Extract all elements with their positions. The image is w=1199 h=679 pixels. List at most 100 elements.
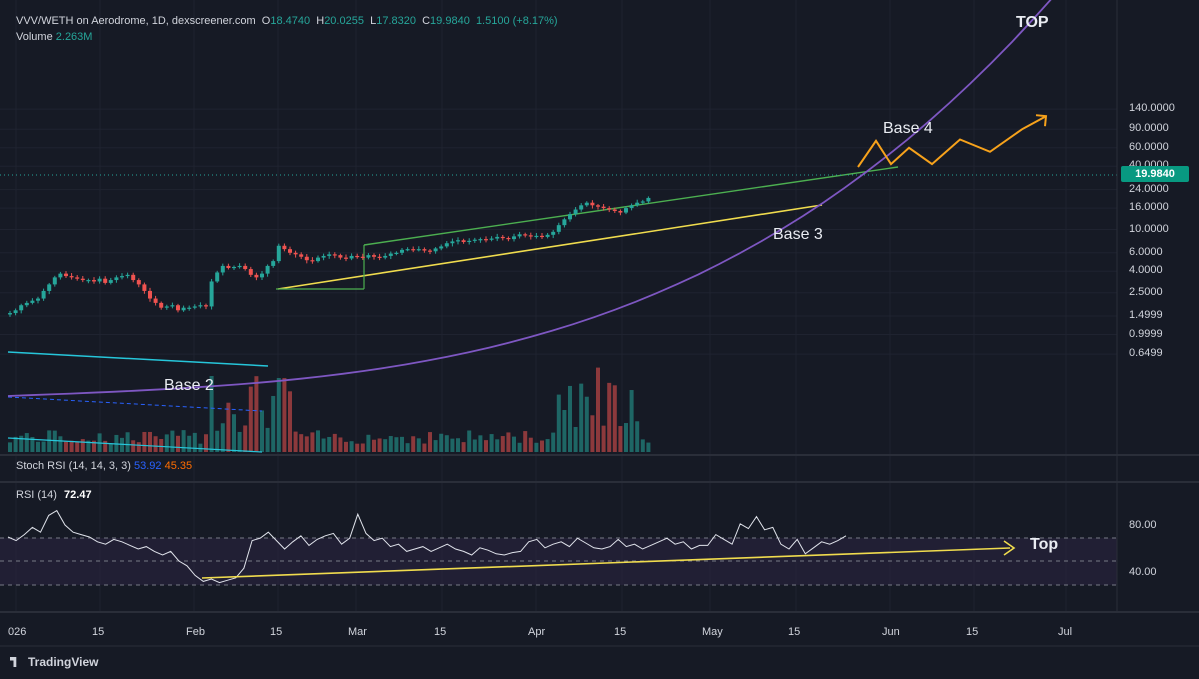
volume-bar	[136, 442, 141, 452]
candle-body	[573, 209, 578, 215]
candle-body	[69, 276, 74, 278]
candle-body	[512, 236, 516, 240]
price-tick-label: 16.0000	[1129, 201, 1169, 214]
price-tick-label: 24.0000	[1129, 182, 1169, 195]
volume-bar	[428, 432, 432, 452]
candle-body	[75, 277, 80, 279]
volume-bar	[439, 433, 444, 452]
volume-bar	[64, 441, 68, 452]
price-tick-label: 2.5000	[1129, 285, 1163, 298]
volume-bar	[215, 430, 220, 452]
candle-body	[545, 234, 550, 237]
candle-body	[204, 305, 208, 307]
volume-bar	[411, 436, 416, 452]
high-value: 20.0255	[324, 15, 364, 27]
volume-bar	[590, 415, 595, 452]
candle-body	[551, 231, 556, 235]
candle-body	[276, 245, 281, 262]
rsi-tick-80: 80.00	[1129, 519, 1157, 531]
volume-bar	[332, 433, 337, 452]
tradingview-brand[interactable]: TradingView	[10, 655, 98, 669]
close-value: 19.9840	[430, 15, 470, 27]
candle-body	[439, 246, 444, 249]
volume-bar	[282, 378, 287, 452]
candle-body	[461, 240, 466, 243]
candle-body	[428, 250, 432, 252]
candle-body	[282, 245, 287, 250]
volume-label: Volume	[16, 31, 53, 43]
change-value: 1.5100 (+8.17%)	[475, 15, 558, 27]
candle-body	[248, 269, 253, 275]
volume-bar	[321, 438, 326, 452]
volume-bar	[612, 385, 617, 452]
candle-body	[562, 219, 567, 226]
candle-body	[103, 278, 108, 283]
candle-body	[540, 235, 544, 238]
candle-body	[472, 239, 477, 241]
stoch-rsi-label: Stoch RSI (14, 14, 3, 3)	[16, 460, 131, 472]
price-tick-label: 1.4999	[1129, 309, 1163, 321]
candle-body	[495, 236, 500, 239]
volume-bar	[618, 426, 623, 452]
volume-bar	[478, 435, 483, 452]
candle-body	[243, 265, 248, 270]
volume-bar	[265, 427, 270, 452]
candle-body	[265, 265, 270, 274]
candle-body	[13, 310, 18, 314]
candle-body	[400, 249, 404, 253]
price-tick-label: 90.0000	[1129, 122, 1169, 135]
candle-body	[47, 284, 52, 291]
candle-body	[114, 277, 119, 281]
volume-bar	[220, 423, 225, 452]
candle-body	[108, 280, 113, 283]
candle-body	[97, 278, 102, 282]
candle-body	[321, 255, 326, 258]
stoch-k-value: 53.92	[134, 460, 162, 472]
candle-body	[584, 202, 589, 206]
volume-bar	[433, 440, 438, 452]
volume-bar	[120, 437, 124, 452]
volume-bar	[624, 423, 628, 452]
volume-bar	[58, 436, 63, 452]
volume-bar	[635, 421, 640, 452]
volume-bar	[601, 425, 606, 452]
volume-bar	[416, 438, 421, 452]
volume-bar	[248, 386, 253, 452]
candle-body	[136, 280, 141, 285]
volume-bar	[13, 436, 18, 452]
volume-bar	[400, 436, 404, 452]
candle-body	[489, 238, 494, 240]
rsi-label: RSI (14)	[16, 489, 57, 501]
candle-body	[640, 201, 645, 203]
volume-bar	[108, 443, 113, 452]
candle-body	[517, 234, 522, 237]
time-tick-label: 15	[614, 626, 627, 638]
volume-bar	[170, 430, 175, 452]
candle-body	[388, 253, 393, 256]
volume-bar	[484, 440, 488, 452]
candle-body	[596, 205, 600, 207]
volume-bar	[271, 395, 276, 452]
rsi-trend-line	[201, 547, 1011, 579]
volume-bar	[472, 439, 477, 452]
candle-body	[254, 274, 259, 278]
candle-body	[394, 252, 399, 254]
volume-bar	[366, 434, 371, 452]
candle-body	[327, 254, 332, 256]
volume-bar	[24, 433, 29, 452]
candle-body	[579, 205, 584, 210]
volume-bar	[512, 436, 516, 452]
candle-body	[232, 266, 236, 269]
candle-body	[80, 278, 85, 281]
candle-body	[416, 249, 421, 251]
candle-body	[288, 249, 292, 253]
price-tick-label: 10.0000	[1129, 222, 1169, 235]
base4-label: Base 4	[883, 120, 933, 137]
candle-body	[411, 249, 416, 251]
candle-body	[467, 240, 472, 243]
volume-bar	[467, 430, 472, 452]
candle-body	[237, 265, 242, 268]
volume-bar	[506, 432, 511, 452]
low-label: L	[370, 15, 377, 27]
